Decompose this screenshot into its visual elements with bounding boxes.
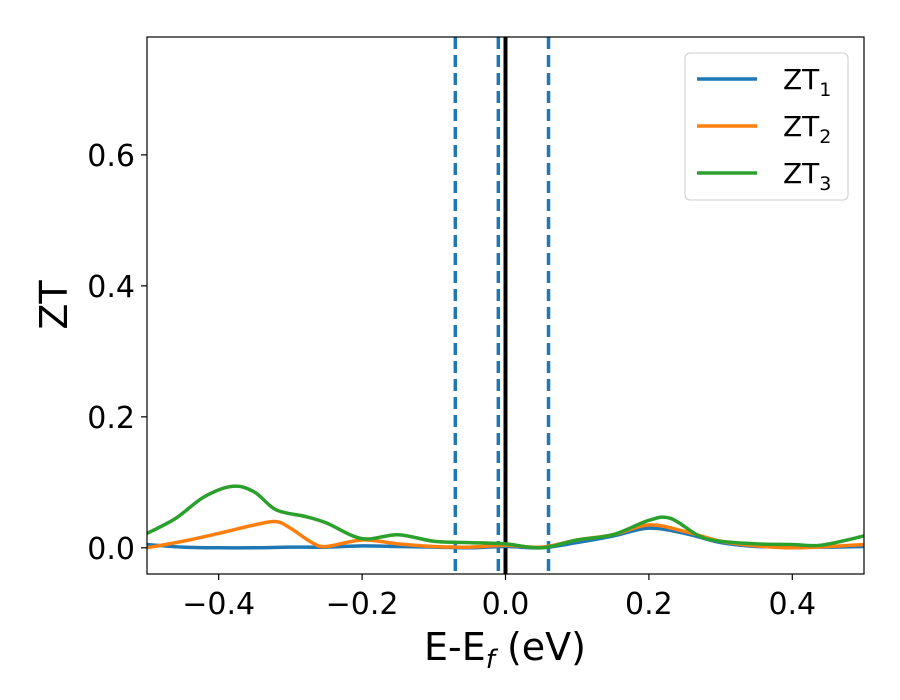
legend-box <box>684 52 849 201</box>
legend-label-zt1: ZT1 <box>783 63 831 101</box>
y-tick-label: 0.2 <box>87 401 135 436</box>
series-lines <box>147 484 864 550</box>
x-tick-label: −0.4 <box>182 587 255 622</box>
x-tick-label: 0.2 <box>625 587 673 622</box>
series-line-zt3 <box>147 484 864 550</box>
x-axis-ticks: −0.4 −0.2 0.0 0.2 0.4 <box>182 574 816 622</box>
y-axis-ticks: 0.0 0.2 0.4 0.6 <box>87 139 147 567</box>
y-axis-label: ZT <box>32 280 76 330</box>
x-tick-label: −0.2 <box>326 587 399 622</box>
reference-lines <box>453 37 551 574</box>
x-axis-label: E-Ef (eV) <box>424 625 586 675</box>
legend: ZT1 ZT2 ZT3 <box>684 52 849 201</box>
x-tick-label: 0.0 <box>482 587 530 622</box>
x-tick-label: 0.4 <box>768 587 816 622</box>
y-tick-label: 0.0 <box>87 532 135 567</box>
legend-label-zt2: ZT2 <box>783 110 831 148</box>
plot-area: −0.4 −0.2 0.0 0.2 0.4 0.0 0.2 0.4 0.6 <box>87 36 865 622</box>
y-tick-label: 0.4 <box>87 270 135 305</box>
y-tick-label: 0.6 <box>87 139 135 174</box>
legend-label-zt3: ZT3 <box>783 157 831 195</box>
